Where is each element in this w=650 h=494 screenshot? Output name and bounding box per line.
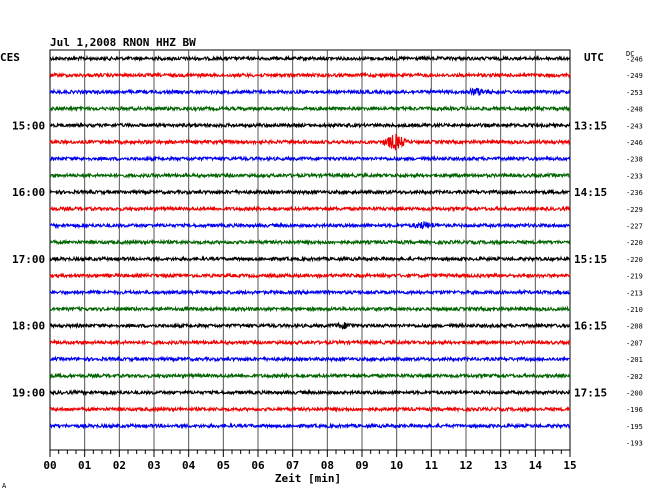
trace-line [49, 388, 571, 397]
dc-offset-label: -193 [626, 440, 643, 448]
dc-offset-label: -243 [626, 122, 643, 130]
trace-line [49, 355, 571, 363]
x-tick-label: 10 [390, 459, 403, 472]
left-time-labels: 15:00 16:00 17:00 18:00 19:00 [12, 119, 45, 399]
trace-line [49, 54, 571, 63]
right-timezone-label: UTC [584, 51, 604, 64]
x-tick-label: 00 [43, 459, 56, 472]
left-timezone-label: CES [0, 51, 20, 64]
trace-line [49, 188, 571, 196]
footnote: A [2, 482, 7, 490]
trace-line [49, 422, 571, 430]
trace-line [49, 205, 571, 213]
right-time-label: 16:15 [574, 320, 607, 333]
left-time-label: 15:00 [12, 119, 45, 132]
dc-offset-label: -229 [626, 206, 643, 214]
right-time-label: 13:15 [574, 119, 607, 132]
x-tick-label: 07 [286, 459, 299, 472]
dc-offset-label: -195 [626, 423, 643, 431]
dc-offset-label: -200 [626, 390, 643, 398]
left-time-label: 19:00 [12, 387, 45, 400]
plot-frame [49, 49, 571, 451]
x-tick-label: 02 [113, 459, 126, 472]
right-time-label: 15:15 [574, 253, 607, 266]
trace-line [49, 338, 571, 347]
dc-offset-label: -213 [626, 289, 643, 297]
x-tick-label: 01 [78, 459, 92, 472]
dc-label: DC [626, 50, 634, 58]
dc-offset-label: -248 [626, 106, 643, 114]
dc-offset-label: -246 [626, 139, 643, 147]
trace-line [49, 255, 571, 263]
dc-offset-label: -233 [626, 172, 643, 180]
x-tick-label: 15 [563, 459, 576, 472]
trace-line [49, 305, 571, 313]
x-tick-label: 05 [217, 459, 230, 472]
left-time-label: 16:00 [12, 186, 45, 199]
trace-line [49, 71, 571, 79]
seismic-traces [49, 54, 571, 430]
dc-offset-label: -196 [626, 406, 643, 414]
trace-line [49, 133, 571, 151]
dc-offset-labels: -246 -249 -253 -248 -243 -246 -238 -233 -236 -229… [626, 56, 643, 448]
chart-title: Jul 1,2008 RNON HHZ BW [50, 36, 196, 49]
dc-offset-label: -220 [626, 256, 643, 264]
trace-line [49, 155, 571, 163]
trace-line [49, 171, 571, 180]
trace-line [49, 321, 571, 331]
x-tick-label: 08 [321, 459, 334, 472]
dc-offset-label: -249 [626, 72, 643, 80]
plot-grid [49, 49, 571, 451]
x-axis-label: Zeit [min] [275, 472, 341, 485]
right-time-label: 17:15 [574, 387, 607, 400]
dc-offset-label: -227 [626, 223, 643, 231]
x-tick-label: 14 [529, 459, 543, 472]
x-tick-label: 06 [251, 459, 265, 472]
dc-offset-label: -210 [626, 306, 643, 314]
dc-offset-label: -201 [626, 356, 643, 364]
trace-line [49, 121, 571, 130]
trace-line [49, 288, 571, 297]
trace-line [49, 104, 571, 113]
left-time-label: 18:00 [12, 320, 45, 333]
trace-line [49, 221, 571, 230]
x-tick-label: 03 [147, 459, 160, 472]
dc-offset-label: -238 [626, 156, 643, 164]
dc-offset-label: -220 [626, 239, 643, 247]
dc-offset-label: -202 [626, 373, 643, 381]
x-tick-label: 09 [355, 459, 368, 472]
dc-offset-label: -219 [626, 273, 643, 281]
right-time-labels: 13:15 14:15 15:15 16:15 17:15 [574, 119, 607, 399]
x-tick-label: 13 [494, 459, 507, 472]
dc-offset-label: -236 [626, 189, 643, 197]
dc-offset-label: -253 [626, 89, 643, 97]
trace-line [49, 372, 571, 380]
trace-line [49, 405, 571, 413]
trace-line [49, 271, 571, 280]
dc-offset-label: -208 [626, 323, 643, 331]
x-axis: 00 01 02 03 04 05 06 07 08 09 10 11 12 13 14 15 [43, 449, 577, 472]
x-tick-label: 12 [459, 459, 472, 472]
dc-offset-label: -246 [626, 56, 643, 64]
dc-offset-label: -207 [626, 339, 643, 347]
trace-line [49, 86, 571, 96]
x-tick-label: 04 [182, 459, 196, 472]
right-time-label: 14:15 [574, 186, 607, 199]
left-time-label: 17:00 [12, 253, 45, 266]
trace-line [49, 238, 571, 246]
x-tick-label: 11 [425, 459, 439, 472]
